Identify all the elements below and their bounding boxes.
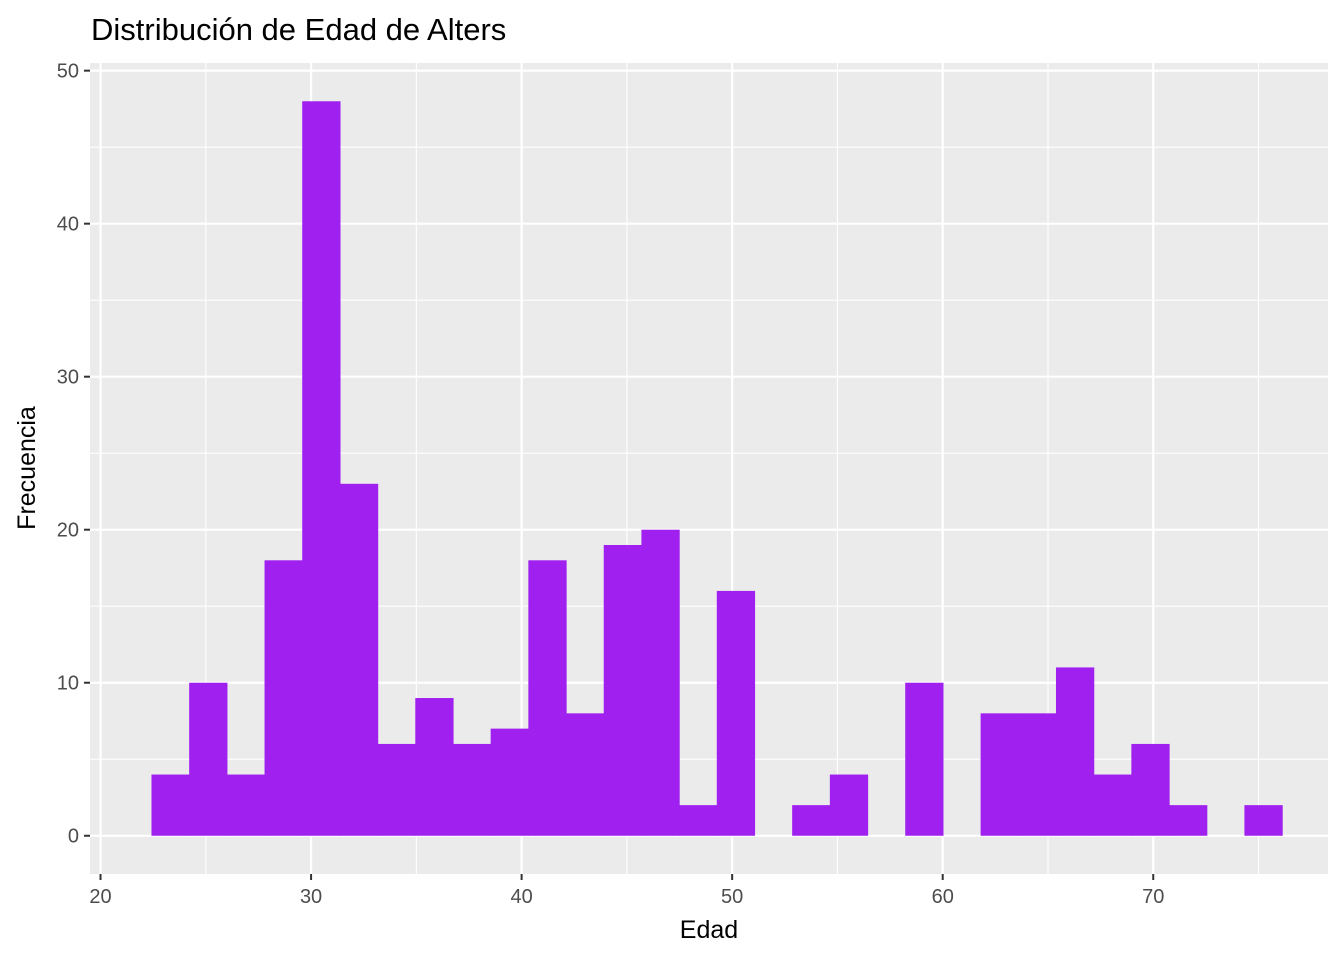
histogram-bar [1018, 713, 1057, 836]
y-tick-label: 30 [57, 367, 79, 389]
histogram-bar [151, 774, 190, 836]
histogram-bar [302, 101, 341, 836]
histogram-bar [603, 545, 643, 836]
histogram-bar [566, 713, 605, 836]
histogram-bar [905, 682, 944, 836]
histogram-bar [1131, 743, 1170, 836]
x-tick-label: 20 [89, 886, 111, 908]
histogram-bar [679, 805, 718, 836]
y-tick-label: 40 [57, 214, 79, 236]
x-axis: 20 30 40 50 60 70 [89, 874, 1164, 908]
chart-title: Distribución de Edad de Alters [91, 12, 506, 47]
x-tick-label: 70 [1142, 886, 1164, 908]
histogram-bars [151, 101, 1283, 836]
histogram-bar [528, 560, 567, 836]
y-tick-label: 50 [57, 61, 79, 83]
histogram-bar [829, 774, 869, 836]
x-tick-label: 50 [721, 886, 743, 908]
x-tick-label: 30 [300, 886, 322, 908]
x-axis-title: Edad [680, 916, 738, 944]
x-tick-label: 40 [510, 886, 532, 908]
histogram-bar [1055, 667, 1095, 836]
histogram-bar [641, 529, 680, 836]
histogram-bar [490, 728, 529, 836]
y-axis-title: Frecuencia [13, 406, 41, 530]
histogram-bar [452, 743, 492, 836]
x-tick-label: 60 [932, 886, 954, 908]
histogram-bar [264, 560, 303, 836]
y-tick-label: 0 [68, 826, 79, 848]
histogram-bar [339, 483, 379, 836]
histogram-bar [1093, 774, 1132, 836]
histogram-bar [792, 805, 831, 836]
histogram-bar [415, 698, 454, 836]
histogram-bar [226, 774, 266, 836]
y-tick-label: 10 [57, 673, 79, 695]
histogram-bar [1169, 805, 1208, 836]
histogram-bar [980, 713, 1019, 836]
y-axis: 0 10 20 30 40 50 [57, 61, 90, 848]
histogram-bar [1244, 805, 1283, 836]
histogram-bar [377, 743, 416, 836]
histogram-bar [716, 590, 756, 836]
histogram-bar [189, 682, 228, 836]
y-tick-label: 20 [57, 520, 79, 542]
